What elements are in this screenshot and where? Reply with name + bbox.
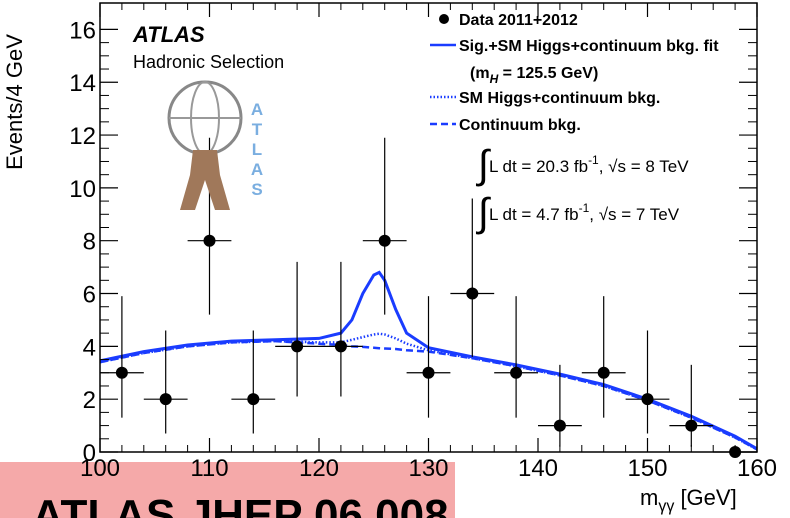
lumi-sup: -1 — [579, 201, 590, 215]
y-tick-label: 4 — [83, 334, 96, 361]
integral: ∫ — [476, 143, 492, 187]
y-tick-label: 0 — [83, 440, 96, 467]
lumi-text: L dt = 4.7 fb — [489, 205, 579, 224]
data-point — [115, 366, 128, 379]
banner-text: ATLAS JHEP 06 008 — [32, 491, 449, 518]
lumi-sup: -1 — [588, 153, 599, 167]
legend-label: Data 2011+2012 — [459, 12, 578, 29]
logo-figure — [180, 150, 230, 210]
x-axis-label: mγγ [GeV] — [640, 485, 737, 515]
x-label-unit: [GeV] — [674, 485, 736, 510]
x-tick-label: 110 — [190, 455, 228, 482]
legend: Data 2011+2012 Sig.+SM Higgs+continuum bk… — [430, 12, 719, 134]
data-point — [159, 393, 172, 406]
experiment-label: ATLAS — [132, 22, 205, 47]
x-tick-label: 130 — [408, 455, 448, 482]
legend-label: Sig.+SM Higgs+continuum bkg. fit — [459, 38, 719, 55]
fit-curve — [99, 332, 758, 451]
x-tick-label: 120 — [299, 455, 339, 482]
lumi-text: , √s = 8 TeV — [599, 157, 689, 176]
mass-note-part: (m — [470, 65, 490, 82]
data-point — [334, 340, 347, 353]
subtitle: Hadronic Selection — [133, 52, 284, 72]
data-point — [378, 234, 391, 247]
data-point — [466, 287, 479, 300]
y-tick-label: 10 — [69, 176, 96, 203]
data-point — [203, 234, 216, 247]
data-point — [247, 393, 260, 406]
plot-area — [99, 137, 758, 458]
x-tick-label: 140 — [518, 455, 558, 482]
mass-note-part: = 125.5 GeV) — [498, 65, 598, 82]
x-tick-label: 100 — [80, 455, 120, 482]
data-point — [510, 366, 523, 379]
lumi-7tev: ∫L dt = 4.7 fb-1, √s = 7 TeV — [476, 191, 680, 235]
y-tick-label: 16 — [69, 17, 96, 44]
y-axis-label: Events/4 GeV — [2, 34, 27, 170]
lumi-text: L dt = 20.3 fb — [489, 157, 588, 176]
y-tick-label: 6 — [83, 282, 96, 309]
logo-text: ATLAS — [248, 100, 267, 200]
y-tick-label: 12 — [69, 123, 96, 150]
y-tick-label: 14 — [69, 70, 96, 97]
y-tick-label: 8 — [83, 229, 96, 256]
x-label-sub: γγ — [658, 498, 674, 515]
data-point — [291, 340, 304, 353]
logo: ATLAS — [167, 80, 267, 210]
data-point — [641, 393, 654, 406]
x-tick-label: 150 — [627, 455, 667, 482]
data-point — [597, 366, 610, 379]
data-point — [553, 419, 566, 432]
legend-label: SM Higgs+continuum bkg. — [459, 90, 660, 107]
banner-box — [0, 462, 455, 518]
x-tick-label: 160 — [737, 455, 777, 482]
mass-note-sub: H — [490, 72, 499, 86]
legend-marker — [439, 14, 449, 24]
fit-curve — [99, 339, 758, 451]
integral: ∫ — [476, 191, 492, 235]
data-point — [422, 366, 435, 379]
legend-label: Continuum bkg. — [459, 117, 581, 134]
x-label-main: m — [640, 485, 658, 510]
lumi-8tev: ∫L dt = 20.3 fb-1, √s = 8 TeV — [476, 143, 689, 187]
data-point — [685, 419, 698, 432]
mass-note: (mH = 125.5 GeV) — [470, 65, 598, 86]
lumi-text: , √s = 7 TeV — [589, 205, 679, 224]
y-tick-label: 2 — [83, 387, 96, 414]
